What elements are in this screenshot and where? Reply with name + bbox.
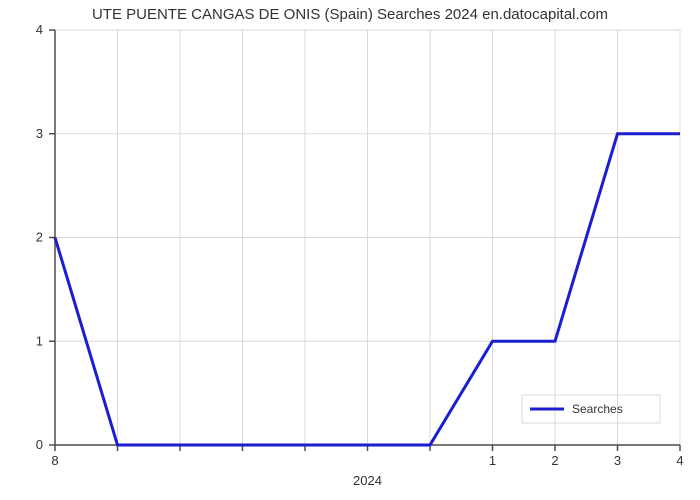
svg-text:0: 0 — [36, 437, 43, 452]
svg-text:8: 8 — [51, 453, 58, 468]
chart-container: UTE PUENTE CANGAS DE ONIS (Spain) Search… — [0, 0, 700, 500]
svg-text:2: 2 — [551, 453, 558, 468]
svg-text:1: 1 — [36, 333, 43, 348]
svg-text:4: 4 — [676, 453, 683, 468]
svg-text:1: 1 — [489, 453, 496, 468]
svg-text:Searches: Searches — [572, 402, 623, 416]
svg-text:2024: 2024 — [353, 473, 382, 488]
svg-text:4: 4 — [36, 22, 43, 37]
svg-text:2: 2 — [36, 230, 43, 245]
chart-svg: 01234812342024Searches — [0, 0, 700, 500]
svg-text:3: 3 — [36, 126, 43, 141]
svg-text:3: 3 — [614, 453, 621, 468]
